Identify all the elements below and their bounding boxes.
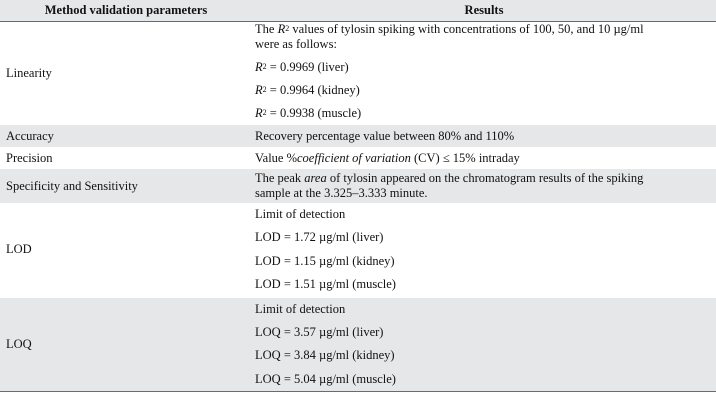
linearity-value-kidney: R2 = 0.9964 (kidney) [255,83,360,97]
param-linearity: Linearity [6,66,52,80]
linearity-intro-line-2: were as follows: [255,37,337,51]
result-precision: Value %coefficient of variation (CV) ≤ 1… [255,150,520,165]
param-specificity-sensitivity: Specificity and Sensitivity [0,169,252,203]
linearity-value-liver: R2 = 0.9969 (liver) [255,60,349,74]
result-linearity: The R2 values of tylosin spiking with co… [252,22,716,126]
table-row-loq: LOQ Limit of detection LOQ = 3.57 µg/ml … [0,296,716,392]
result-specificity-sensitivity: The peak area of tylosin appeared on the… [252,169,716,203]
loq-line-label: Limit of detection [255,301,346,316]
lod-line-liver: LOD = 1.72 µg/ml (liver) [255,230,384,244]
table-row-linearity: Linearity The R2 values of tylosin spiki… [0,22,716,126]
table-row-accuracy: Accuracy Recovery percentage value betwe… [0,125,716,147]
loq-line-liver: LOQ = 3.57 µg/ml (liver) [255,324,384,339]
linearity-value-muscle: R2 = 0.9938 (muscle) [255,106,362,120]
validation-table: Method validation parameters Results Lin… [0,0,716,392]
loq-line-kidney: LOQ = 3.84 µg/ml (kidney) [255,348,395,362]
table-row-lod: LOD Limit of detection LOD = 1.72 µg/ml … [0,203,716,297]
table-row-specificity: Specificity and Sensitivity The peak are… [0,169,716,203]
param-loq: LOQ [0,296,252,392]
lod-line-label: Limit of detection [255,207,346,221]
result-lod: Limit of detection LOD = 1.72 µg/ml (liv… [252,203,716,297]
lod-line-muscle: LOD = 1.51 µg/ml (muscle) [255,277,396,291]
header-results: Results [252,0,716,22]
param-lod: LOD [6,242,32,257]
param-precision: Precision [6,150,53,165]
lod-line-kidney: LOD = 1.15 µg/ml (kidney) [255,253,395,268]
table-header-row: Method validation parameters Results [0,0,716,22]
header-method-validation-parameters: Method validation parameters [0,0,252,22]
specificity-line-2: sample at the 3.325–3.333 minute. [255,186,428,200]
table-row-precision: Precision Value %coefficient of variatio… [0,147,716,169]
specificity-line-1: The peak area of tylosin appeared on the… [255,171,644,185]
result-loq: Limit of detection LOQ = 3.57 µg/ml (liv… [252,296,716,392]
param-accuracy: Accuracy [0,125,252,147]
result-accuracy: Recovery percentage value between 80% an… [252,125,716,147]
linearity-intro-line-1: The R2 values of tylosin spiking with co… [255,22,644,36]
loq-line-muscle: LOQ = 5.04 µg/ml (muscle) [255,371,396,386]
